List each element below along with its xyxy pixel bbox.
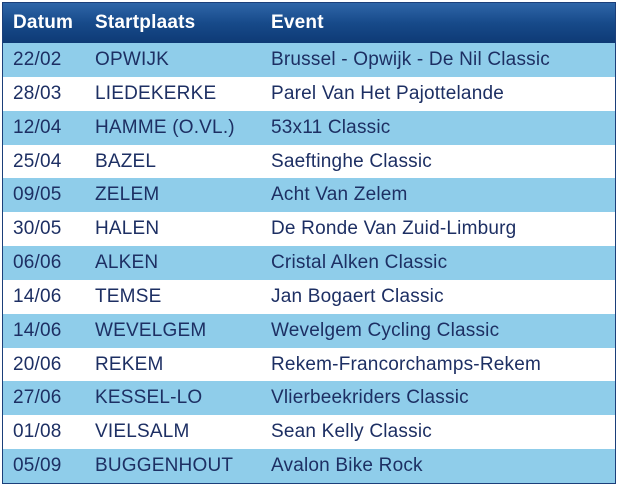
- date-cell: 25/04: [13, 150, 62, 172]
- event-cell: Wevelgem Cycling Classic: [271, 319, 500, 341]
- location-cell: REKEM: [95, 353, 164, 375]
- event-cell: 53x11 Classic: [271, 116, 391, 138]
- table-row: 09/05 ZELEM Acht Van Zelem: [3, 178, 615, 213]
- location-cell: OPWIJK: [95, 49, 170, 70]
- date-cell: 30/05: [13, 218, 62, 240]
- location-cell: BAZEL: [95, 150, 157, 172]
- event-cell: Vlierbeekriders Classic: [271, 387, 469, 409]
- location-cell: HALEN: [95, 218, 160, 240]
- table-row: 12/04 HAMME (O.VL.) 53x11 Classic: [3, 110, 615, 145]
- table-row: 01/08 VIELSALM Sean Kelly Classic: [3, 415, 615, 449]
- table-header: Datum Startplaats Event: [3, 3, 615, 43]
- event-cell: Rekem-Francorchamps-Rekem: [271, 353, 542, 375]
- event-cell: Avalon Bike Rock: [271, 455, 423, 477]
- date-cell: 27/06: [13, 387, 62, 409]
- event-cell: Acht Van Zelem: [271, 184, 408, 206]
- date-cell: 01/08: [13, 421, 62, 443]
- table-row: 20/06 REKEM Rekem-Francorchamps-Rekem: [3, 348, 615, 382]
- location-cell: HAMME (O.VL.): [95, 116, 235, 138]
- event-cell: Parel Van Het Pajottelande: [271, 82, 504, 104]
- date-cell: 20/06: [13, 353, 62, 375]
- table-row: 06/06 ALKEN Cristal Alken Classic: [3, 246, 615, 280]
- location-cell: KESSEL-LO: [95, 387, 203, 409]
- date-cell: 12/04: [13, 116, 62, 138]
- table-row: 14/06 TEMSE Jan Bogaert Classic: [3, 280, 615, 314]
- date-cell: 28/03: [13, 82, 62, 104]
- location-cell: ALKEN: [95, 252, 159, 274]
- table-row: 27/06 KESSEL-LO Vlierbeekriders Classic: [3, 381, 615, 416]
- event-cell: Jan Bogaert Classic: [271, 285, 444, 307]
- location-cell: BUGGENHOUT: [95, 455, 234, 477]
- event-cell: Cristal Alken Classic: [271, 252, 448, 274]
- table-row: 14/06 WEVELGEM Wevelgem Cycling Classic: [3, 313, 615, 348]
- date-cell: 09/05: [13, 184, 62, 206]
- header-cell: Event: [271, 12, 324, 33]
- event-cell: Brussel - Opwijk - De Nil Classic: [271, 49, 550, 70]
- table-row: 28/03 LIEDEKERKE Parel Van Het Pajotteland…: [3, 77, 615, 111]
- header-cell: Startplaats: [95, 12, 196, 33]
- location-cell: WEVELGEM: [95, 319, 207, 341]
- location-cell: ZELEM: [95, 184, 160, 206]
- date-cell: 05/09: [13, 455, 62, 477]
- event-cell: Sean Kelly Classic: [271, 421, 432, 443]
- table-row: 25/04 BAZEL Saeftinghe Classic: [3, 145, 615, 179]
- event-cell: Saeftinghe Classic: [271, 150, 432, 172]
- location-cell: TEMSE: [95, 285, 162, 307]
- date-cell: 14/06: [13, 319, 62, 341]
- location-cell: VIELSALM: [95, 421, 190, 443]
- date-cell: 14/06: [13, 285, 62, 307]
- table-row: 30/05 HALEN De Ronde Van Zuid-Limburg: [3, 212, 615, 246]
- event-table: Datum Startplaats Event 22/02 OPWIJK Bruss…: [2, 2, 616, 484]
- date-cell: 06/06: [13, 252, 62, 274]
- date-cell: 22/02: [13, 49, 62, 70]
- table-row: 22/02 OPWIJK Brussel - Opwijk - De Nil Cla…: [3, 43, 615, 77]
- table-row: 05/09 BUGGENHOUT Avalon Bike Rock: [3, 449, 615, 483]
- header-cell: Datum: [13, 12, 74, 33]
- location-cell: LIEDEKERKE: [95, 82, 217, 104]
- event-cell: De Ronde Van Zuid-Limburg: [271, 218, 517, 240]
